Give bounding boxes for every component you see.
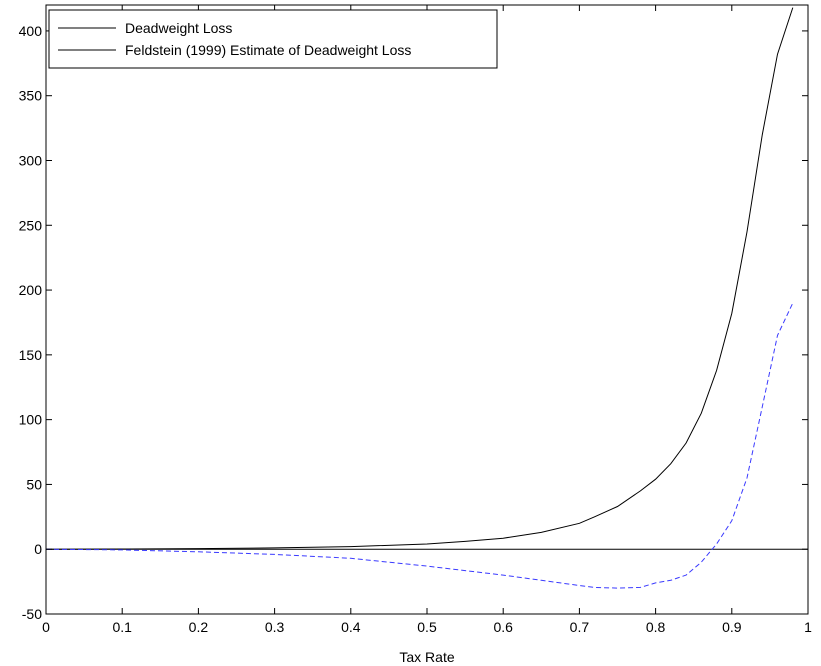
x-tick-label: 0.8 (646, 619, 666, 635)
x-tick-label: 0 (42, 619, 50, 635)
ticks: 0 0.1 0.2 0.3 0.4 0.5 0.6 0.7 0.8 0.9 1-5005010015… (19, 5, 812, 635)
y-tick-label: 0 (34, 541, 42, 557)
y-tick-label: 400 (19, 23, 43, 39)
x-axis-title: Tax Rate (399, 649, 454, 665)
legend-label-deadweight-loss: Deadweight Loss (125, 20, 232, 36)
y-tick-label: -50 (22, 606, 42, 622)
series-line-1 (45, 302, 794, 589)
legend-box (48, 9, 498, 69)
y-tick-label: 200 (19, 282, 43, 298)
x-tick-label: 0.4 (341, 619, 361, 635)
series-line-0 (45, 7, 794, 550)
y-tick-label: 150 (19, 347, 43, 363)
y-tick-label: 100 (19, 412, 43, 428)
y-tick-label: 350 (19, 88, 43, 104)
x-tick-label: 0.7 (570, 619, 590, 635)
y-tick-label: 250 (19, 217, 43, 233)
x-tick-label: 0.5 (417, 619, 437, 635)
series-group (45, 7, 794, 589)
y-tick-label: 50 (26, 476, 42, 492)
legend: Deadweight Loss Feldstein (1999) Estimat… (48, 9, 498, 69)
plot-background (46, 5, 808, 614)
x-tick-label: 0.2 (189, 619, 209, 635)
x-tick-label: 0.9 (722, 619, 742, 635)
plot-area (46, 5, 808, 614)
y-tick-label: 300 (19, 152, 43, 168)
x-tick-label: 1 (804, 619, 812, 635)
x-tick-label: 0.3 (265, 619, 285, 635)
x-tick-label: 0.1 (112, 619, 132, 635)
x-tick-label: 0.6 (493, 619, 513, 635)
legend-label-feldstein-estimate: Feldstein (1999) Estimate of Deadweight … (125, 42, 411, 58)
